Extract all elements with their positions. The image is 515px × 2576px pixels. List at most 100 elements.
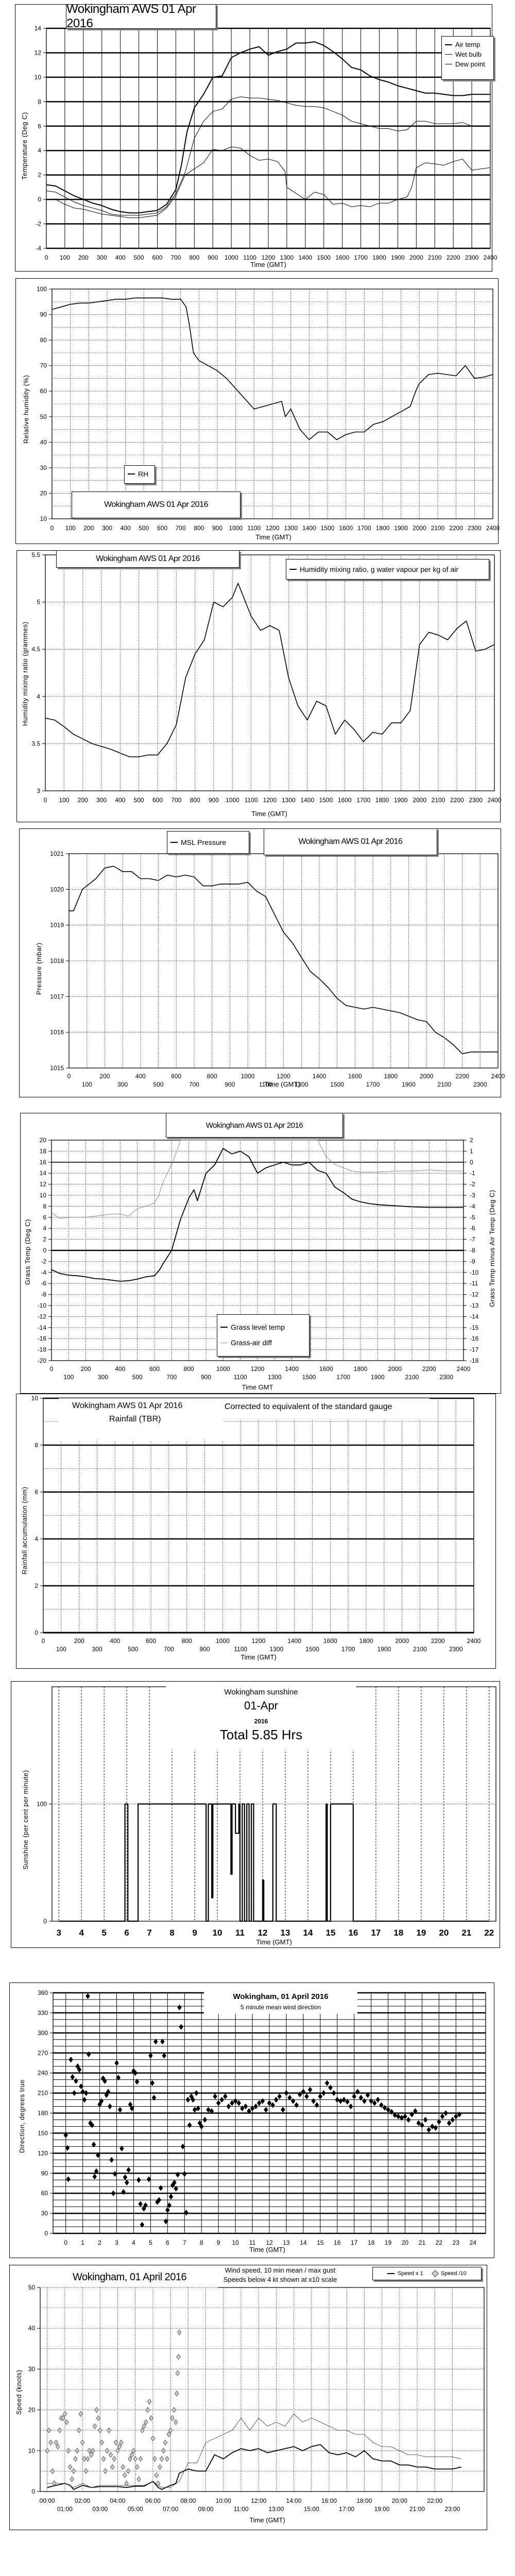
svg-text:3: 3: [115, 2239, 118, 2246]
svg-text:2: 2: [35, 1582, 38, 1589]
humidity-title-box: Wokingham AWS 01 Apr 2016: [72, 492, 241, 518]
svg-text:2100: 2100: [431, 524, 445, 532]
svg-text:1015: 1015: [50, 1064, 64, 1072]
grass-legend: Grass level temp Grass-air diff: [217, 1314, 310, 1357]
svg-text:1100: 1100: [234, 1646, 247, 1653]
svg-text:19: 19: [385, 2239, 392, 2246]
svg-text:-10: -10: [470, 1269, 479, 1276]
svg-text:-5: -5: [470, 1214, 475, 1221]
svg-text:0: 0: [67, 1073, 71, 1080]
svg-text:1900: 1900: [394, 524, 408, 532]
svg-text:22:00: 22:00: [427, 2497, 442, 2504]
svg-text:60: 60: [41, 2190, 48, 2197]
svg-text:150: 150: [38, 2129, 48, 2137]
svg-text:900: 900: [201, 1374, 211, 1381]
svg-text:1700: 1700: [357, 524, 371, 532]
x-axis-title: Time (GMT): [249, 2246, 285, 2253]
chart-title: Wokingham AWS 01 Apr 2016: [205, 1121, 303, 1130]
svg-text:08:00: 08:00: [180, 2497, 196, 2504]
svg-text:16: 16: [40, 1159, 47, 1166]
svg-text:-8: -8: [41, 1291, 46, 1298]
svg-text:10: 10: [40, 1192, 47, 1199]
legend-wet-bulb: Wet bulb: [445, 50, 490, 58]
svg-text:50: 50: [40, 413, 47, 420]
svg-text:8: 8: [43, 1202, 46, 1210]
sunshine-total: Total 5.85 Hrs: [219, 1727, 303, 1742]
pressure-legend: MSL Pressure: [167, 831, 249, 854]
mixing-ratio-chart: 3 3.5 4 4.5 5 5.5 0 100 200 300 400 500 600 700 800 900…: [16, 550, 502, 822]
wind-speed-chart: 0 10 20 30 40 50 00:00 01:00 02:00 03:00 04:00 05:0…: [9, 2265, 487, 2530]
svg-text:20: 20: [40, 1137, 47, 1144]
svg-text:1500: 1500: [321, 524, 335, 532]
svg-text:1900: 1900: [402, 1081, 416, 1088]
svg-text:700: 700: [170, 254, 181, 261]
x-axis-title: Time (GMT): [241, 1653, 277, 1661]
svg-text:200: 200: [78, 254, 89, 261]
mixing-ratio-title-box: Wokingham AWS 01 Apr 2016: [56, 550, 239, 568]
svg-text:800: 800: [190, 796, 200, 804]
svg-text:8: 8: [200, 2239, 203, 2246]
svg-text:6: 6: [38, 123, 41, 130]
svg-text:-4: -4: [36, 245, 41, 252]
chart-title: Wokingham AWS 01 Apr 2016: [96, 554, 200, 563]
svg-text:0: 0: [31, 2488, 35, 2495]
svg-text:2200: 2200: [431, 1637, 445, 1645]
svg-text:1000: 1000: [216, 1637, 230, 1645]
x-axis-title: Time (GMT): [251, 810, 287, 818]
svg-text:2200: 2200: [447, 254, 460, 261]
line-swatch-icon: [128, 473, 135, 474]
humidity-legend: RH: [124, 465, 155, 484]
svg-text:-6: -6: [470, 1225, 475, 1232]
svg-text:14:00: 14:00: [286, 2497, 302, 2504]
svg-text:1000: 1000: [229, 524, 243, 532]
svg-text:300: 300: [92, 1646, 102, 1653]
svg-text:-9: -9: [470, 1258, 475, 1265]
svg-text:6: 6: [35, 1488, 38, 1496]
svg-text:400: 400: [115, 254, 126, 261]
y-axis-title: Speed (knots): [15, 2369, 23, 2415]
svg-text:360: 360: [38, 1989, 48, 1996]
svg-text:16: 16: [348, 1928, 358, 1938]
svg-text:200: 200: [83, 524, 94, 532]
svg-text:1700: 1700: [354, 254, 368, 261]
svg-text:100: 100: [82, 1081, 92, 1088]
svg-text:1200: 1200: [251, 1365, 265, 1372]
y-axis-title: Grass Temp (Deg C): [24, 1219, 31, 1285]
svg-text:04:00: 04:00: [110, 2497, 125, 2504]
svg-text:300: 300: [97, 254, 107, 261]
svg-text:17:00: 17:00: [339, 2505, 354, 2513]
legend-grass-air-diff: Grass-air diff: [220, 1338, 306, 1347]
wind-speed-legend: Speed x 1 Speed /10: [372, 2267, 482, 2280]
svg-text:600: 600: [171, 1073, 181, 1080]
svg-text:500: 500: [139, 524, 149, 532]
legend-rh: RH: [128, 470, 151, 478]
svg-text:400: 400: [135, 1073, 146, 1080]
svg-text:14: 14: [303, 1928, 313, 1938]
svg-text:-18: -18: [470, 1357, 479, 1364]
svg-text:500: 500: [134, 796, 144, 804]
svg-text:100: 100: [63, 1374, 74, 1381]
svg-text:1300: 1300: [269, 1646, 283, 1653]
svg-text:18: 18: [368, 2239, 375, 2246]
wind-speed-plot: 0 10 20 30 40 50 00:0001:0002:0003:0004:0005:0…: [28, 2284, 485, 2513]
svg-text:1000: 1000: [226, 796, 239, 804]
svg-text:1500: 1500: [330, 1081, 344, 1088]
y-axis-title: Sunshine (per cent per minute): [22, 1770, 29, 1870]
svg-text:1800: 1800: [384, 1073, 398, 1080]
svg-text:1500: 1500: [319, 796, 333, 804]
legend-grass-level-temp: Grass level temp: [220, 1323, 306, 1331]
svg-text:2300: 2300: [449, 1646, 463, 1653]
svg-text:500: 500: [128, 1646, 138, 1653]
wind-direction-subtitle: 5 minute mean wind direction: [240, 2004, 321, 2011]
svg-text:90: 90: [40, 311, 47, 318]
svg-text:0: 0: [35, 1629, 38, 1636]
y-axis-title: Direction, degrees true: [18, 2079, 26, 2153]
svg-text:13: 13: [281, 1928, 290, 1938]
y-axis-title: Rainfall accumulation (mm): [21, 1486, 28, 1575]
svg-text:1900: 1900: [394, 796, 408, 804]
svg-text:2300: 2300: [439, 1374, 453, 1381]
svg-text:0: 0: [44, 796, 47, 804]
svg-text:3.5: 3.5: [31, 740, 40, 747]
svg-text:2300: 2300: [468, 524, 482, 532]
